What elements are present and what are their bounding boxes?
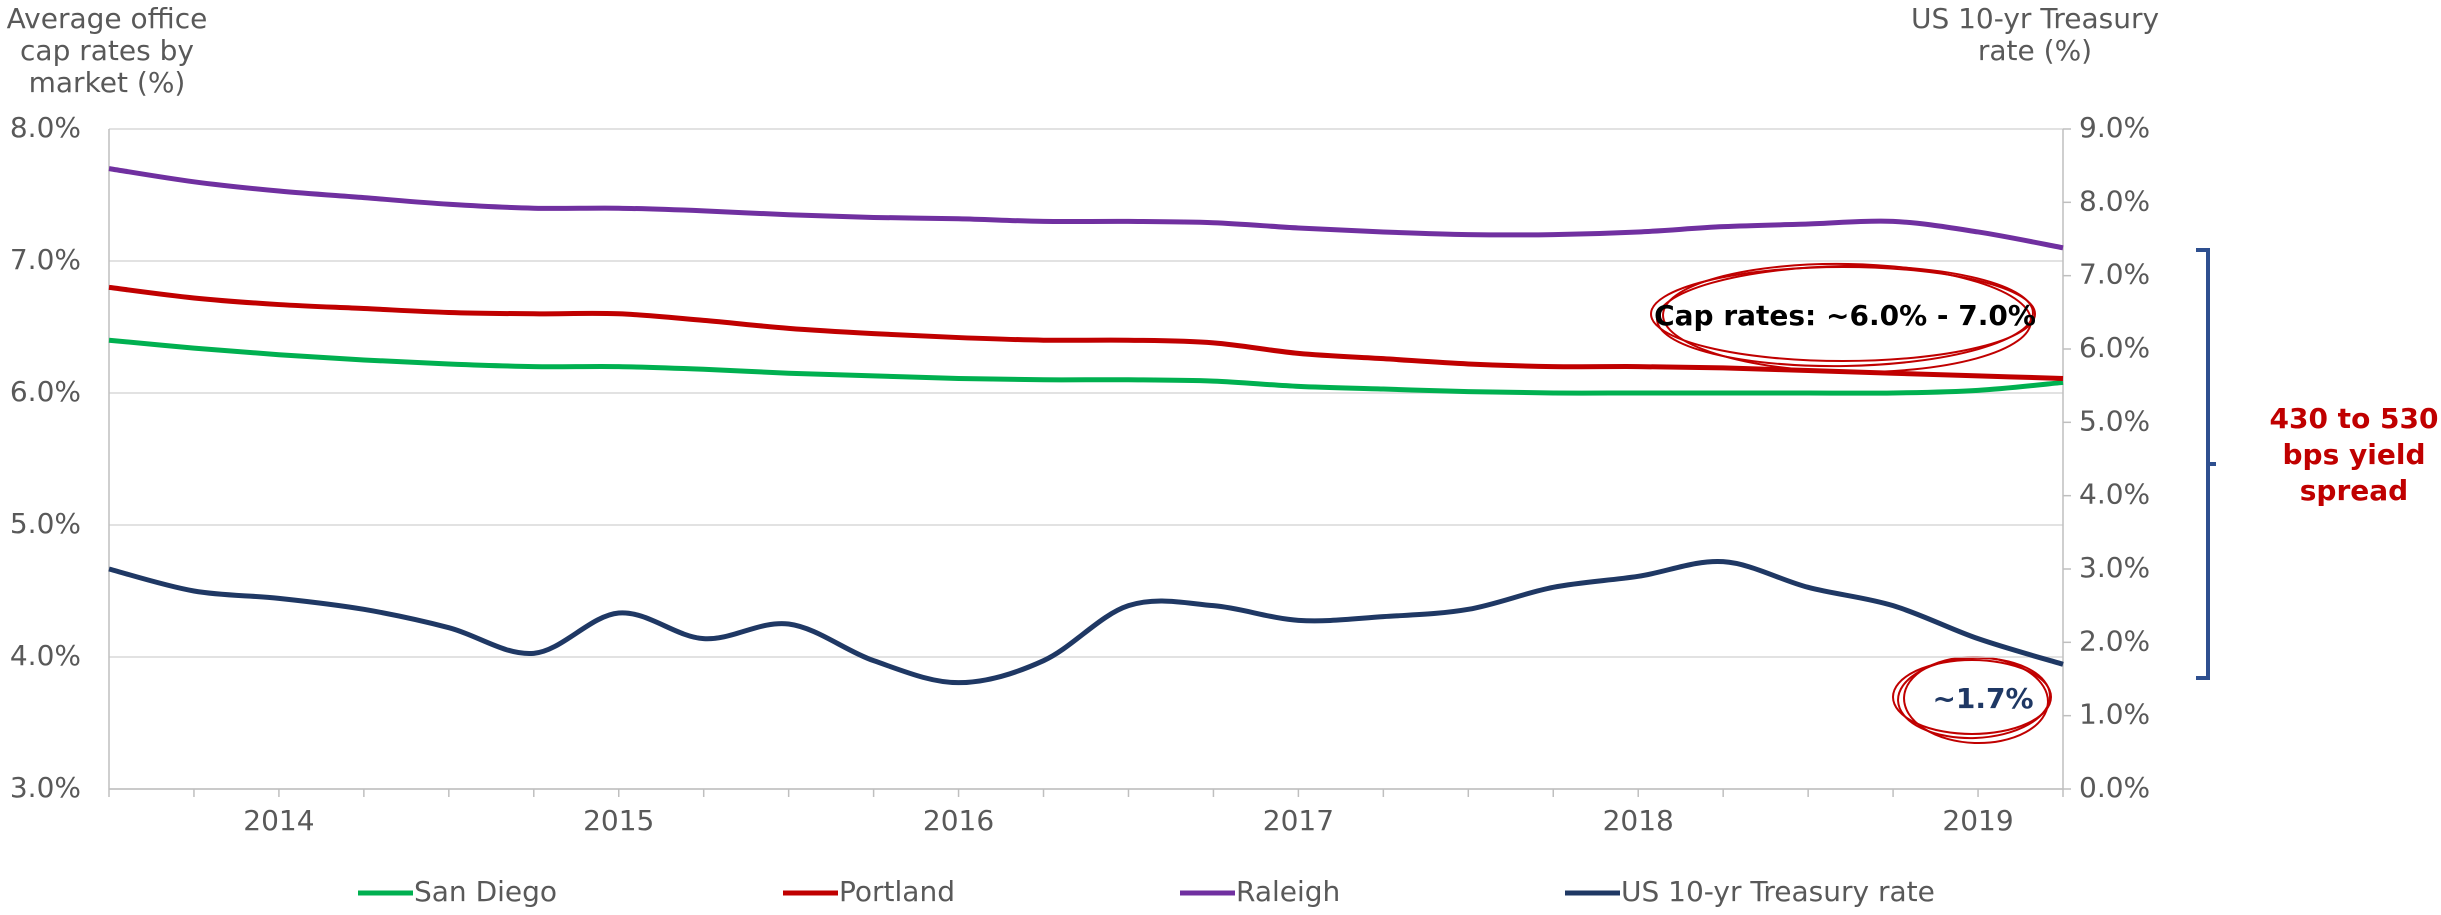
x-tick-label: 2017 — [1263, 804, 1334, 837]
series-line — [108, 559, 2064, 686]
spread-bracket — [2196, 248, 2216, 680]
y2-tick-label: 2.0% — [2079, 624, 2150, 657]
series-line — [108, 337, 2064, 396]
y2-tick-label: 8.0% — [2079, 184, 2150, 217]
series-line — [108, 284, 2064, 381]
y2-tick-label: 5.0% — [2079, 404, 2150, 437]
y-tick-label: 7.0% — [10, 243, 81, 276]
y-tick-label: 3.0% — [10, 771, 81, 804]
y-tick-label: 8.0% — [10, 111, 81, 144]
x-tick-label: 2018 — [1603, 804, 1674, 837]
cap-rate-annotation: Cap rates: ~6.0% - 7.0% — [1654, 299, 2036, 332]
x-tick-label: 2014 — [243, 804, 314, 837]
y2-tick-label: 7.0% — [2079, 258, 2150, 291]
y2-tick-label: 3.0% — [2079, 551, 2150, 584]
x-tick-label: 2019 — [1942, 804, 2013, 837]
y-axis-title: cap rates by — [20, 34, 194, 67]
x-tick-label: 2015 — [583, 804, 654, 837]
legend-label: San Diego — [414, 875, 557, 908]
spread-annotation: 430 to 530 — [2269, 402, 2438, 435]
legend-label: Portland — [839, 875, 955, 908]
x-tick-label: 2016 — [923, 804, 994, 837]
y-tick-label: 5.0% — [10, 507, 81, 540]
series-line — [108, 166, 2064, 251]
legend-label: US 10-yr Treasury rate — [1621, 875, 1935, 908]
cap-annotation-rings — [1650, 262, 2052, 745]
y-tick-label: 4.0% — [10, 639, 81, 672]
y2-tick-label: 4.0% — [2079, 478, 2150, 511]
treasury-annotation: ~1.7% — [1932, 682, 2033, 715]
y2-axis-title: rate (%) — [1978, 34, 2092, 67]
y2-axis-title: US 10-yr Treasury — [1911, 2, 2159, 35]
y-axis-title: market (%) — [29, 66, 186, 99]
y-tick-label: 6.0% — [10, 375, 81, 408]
y2-tick-label: 9.0% — [2079, 111, 2150, 144]
spread-annotation: spread — [2300, 474, 2408, 507]
spread-annotation: bps yield — [2283, 438, 2426, 471]
y2-tick-label: 1.0% — [2079, 698, 2150, 731]
y-axis-title: Average office — [7, 2, 208, 35]
y2-tick-label: 6.0% — [2079, 331, 2150, 364]
legend-label: Raleigh — [1236, 875, 1340, 908]
y2-tick-label: 0.0% — [2079, 771, 2150, 804]
